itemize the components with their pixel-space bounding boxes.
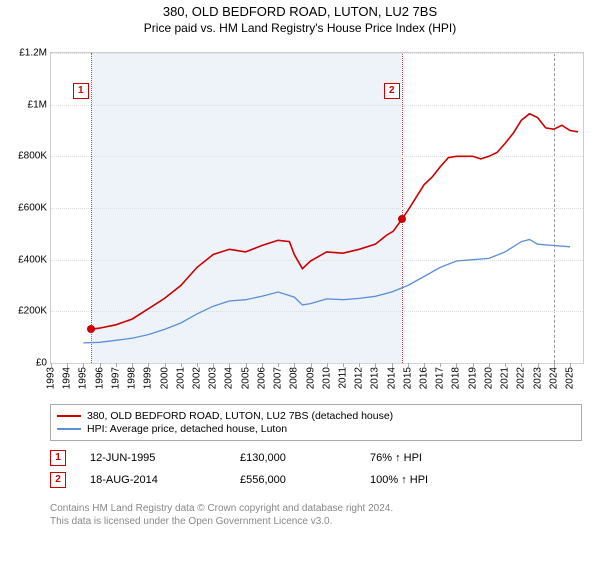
y-axis-label: £800K: [18, 151, 47, 162]
legend-swatch: [57, 428, 81, 430]
x-axis-label: 2003: [208, 367, 219, 389]
x-axis-label: 2011: [337, 367, 348, 389]
sale-hpi: 76% ↑ HPI: [370, 452, 490, 464]
sale-row-marker: 2: [50, 472, 66, 488]
legend-swatch: [57, 415, 81, 417]
chart-container: 380, OLD BEDFORD ROAD, LUTON, LU2 7BS Pr…: [0, 4, 600, 564]
y-axis-label: £600K: [18, 203, 47, 214]
sale-point-2: [398, 215, 406, 223]
chart-title: 380, OLD BEDFORD ROAD, LUTON, LU2 7BS: [0, 4, 600, 19]
series-hpi: [83, 240, 570, 343]
sale-point-1: [87, 325, 95, 333]
x-axis-label: 2000: [159, 367, 170, 389]
attribution-line2: This data is licensed under the Open Gov…: [50, 515, 393, 528]
sale-price: £130,000: [240, 452, 370, 464]
x-axis-label: 2010: [321, 367, 332, 389]
x-axis-label: 1997: [110, 367, 121, 389]
sale-price: £556,000: [240, 474, 370, 486]
legend-box: 380, OLD BEDFORD ROAD, LUTON, LU2 7BS (d…: [50, 404, 582, 441]
x-axis-label: 2023: [532, 367, 543, 389]
y-axis-label: £200K: [18, 306, 47, 317]
x-axis-label: 2002: [191, 367, 202, 389]
x-axis-label: 1994: [62, 367, 73, 389]
x-axis-label: 2021: [500, 367, 511, 389]
legend-label: HPI: Average price, detached house, Luto…: [87, 423, 287, 435]
chart-subtitle: Price paid vs. HM Land Registry's House …: [0, 21, 600, 35]
sale-row-marker: 1: [50, 450, 66, 466]
x-axis-label: 2005: [240, 367, 251, 389]
x-axis-label: 1999: [143, 367, 154, 389]
x-axis-label: 2014: [386, 367, 397, 389]
y-axis-label: £1M: [28, 99, 47, 110]
x-axis-label: 2001: [175, 367, 186, 389]
sale-date: 12-JUN-1995: [90, 452, 240, 464]
x-axis-label: 2013: [370, 367, 381, 389]
legend-item: HPI: Average price, detached house, Luto…: [57, 423, 575, 435]
sale-hpi: 100% ↑ HPI: [370, 474, 490, 486]
x-axis-label: 2018: [451, 367, 462, 389]
x-axis-label: 2020: [483, 367, 494, 389]
chart-lines: [51, 53, 583, 363]
plot-area: £0£200K£400K£600K£800K£1M£1.2M1993199419…: [50, 52, 584, 364]
x-axis-label: 2022: [516, 367, 527, 389]
x-axis-label: 2017: [435, 367, 446, 389]
x-axis-label: 1998: [127, 367, 138, 389]
sale-row-2: 2 18-AUG-2014£556,000100% ↑ HPI: [50, 472, 490, 488]
series-price_paid: [91, 114, 578, 330]
sale-date: 18-AUG-2014: [90, 474, 240, 486]
attribution-text: Contains HM Land Registry data © Crown c…: [50, 502, 393, 528]
x-axis-label: 1996: [94, 367, 105, 389]
y-axis-label: £400K: [18, 254, 47, 265]
legend-item: 380, OLD BEDFORD ROAD, LUTON, LU2 7BS (d…: [57, 410, 575, 422]
x-axis-label: 2004: [224, 367, 235, 389]
sale-marker-1: 1: [73, 83, 89, 99]
x-axis-label: 2024: [548, 367, 559, 389]
x-axis-label: 2008: [289, 367, 300, 389]
x-axis-label: 2019: [467, 367, 478, 389]
sale-marker-2: 2: [384, 83, 400, 99]
x-axis-label: 2009: [305, 367, 316, 389]
attribution-line1: Contains HM Land Registry data © Crown c…: [50, 502, 393, 515]
y-axis-label: £1.2M: [19, 48, 47, 59]
legend-label: 380, OLD BEDFORD ROAD, LUTON, LU2 7BS (d…: [87, 410, 393, 422]
x-axis-label: 2015: [402, 367, 413, 389]
x-axis-label: 2012: [354, 367, 365, 389]
gridline: [51, 363, 583, 364]
x-axis-label: 2025: [565, 367, 576, 389]
x-axis-label: 2006: [256, 367, 267, 389]
sale-row-1: 1 12-JUN-1995£130,00076% ↑ HPI: [50, 450, 490, 466]
x-axis-label: 1993: [46, 367, 57, 389]
x-axis-label: 2007: [273, 367, 284, 389]
x-axis-label: 1995: [78, 367, 89, 389]
x-axis-label: 2016: [419, 367, 430, 389]
